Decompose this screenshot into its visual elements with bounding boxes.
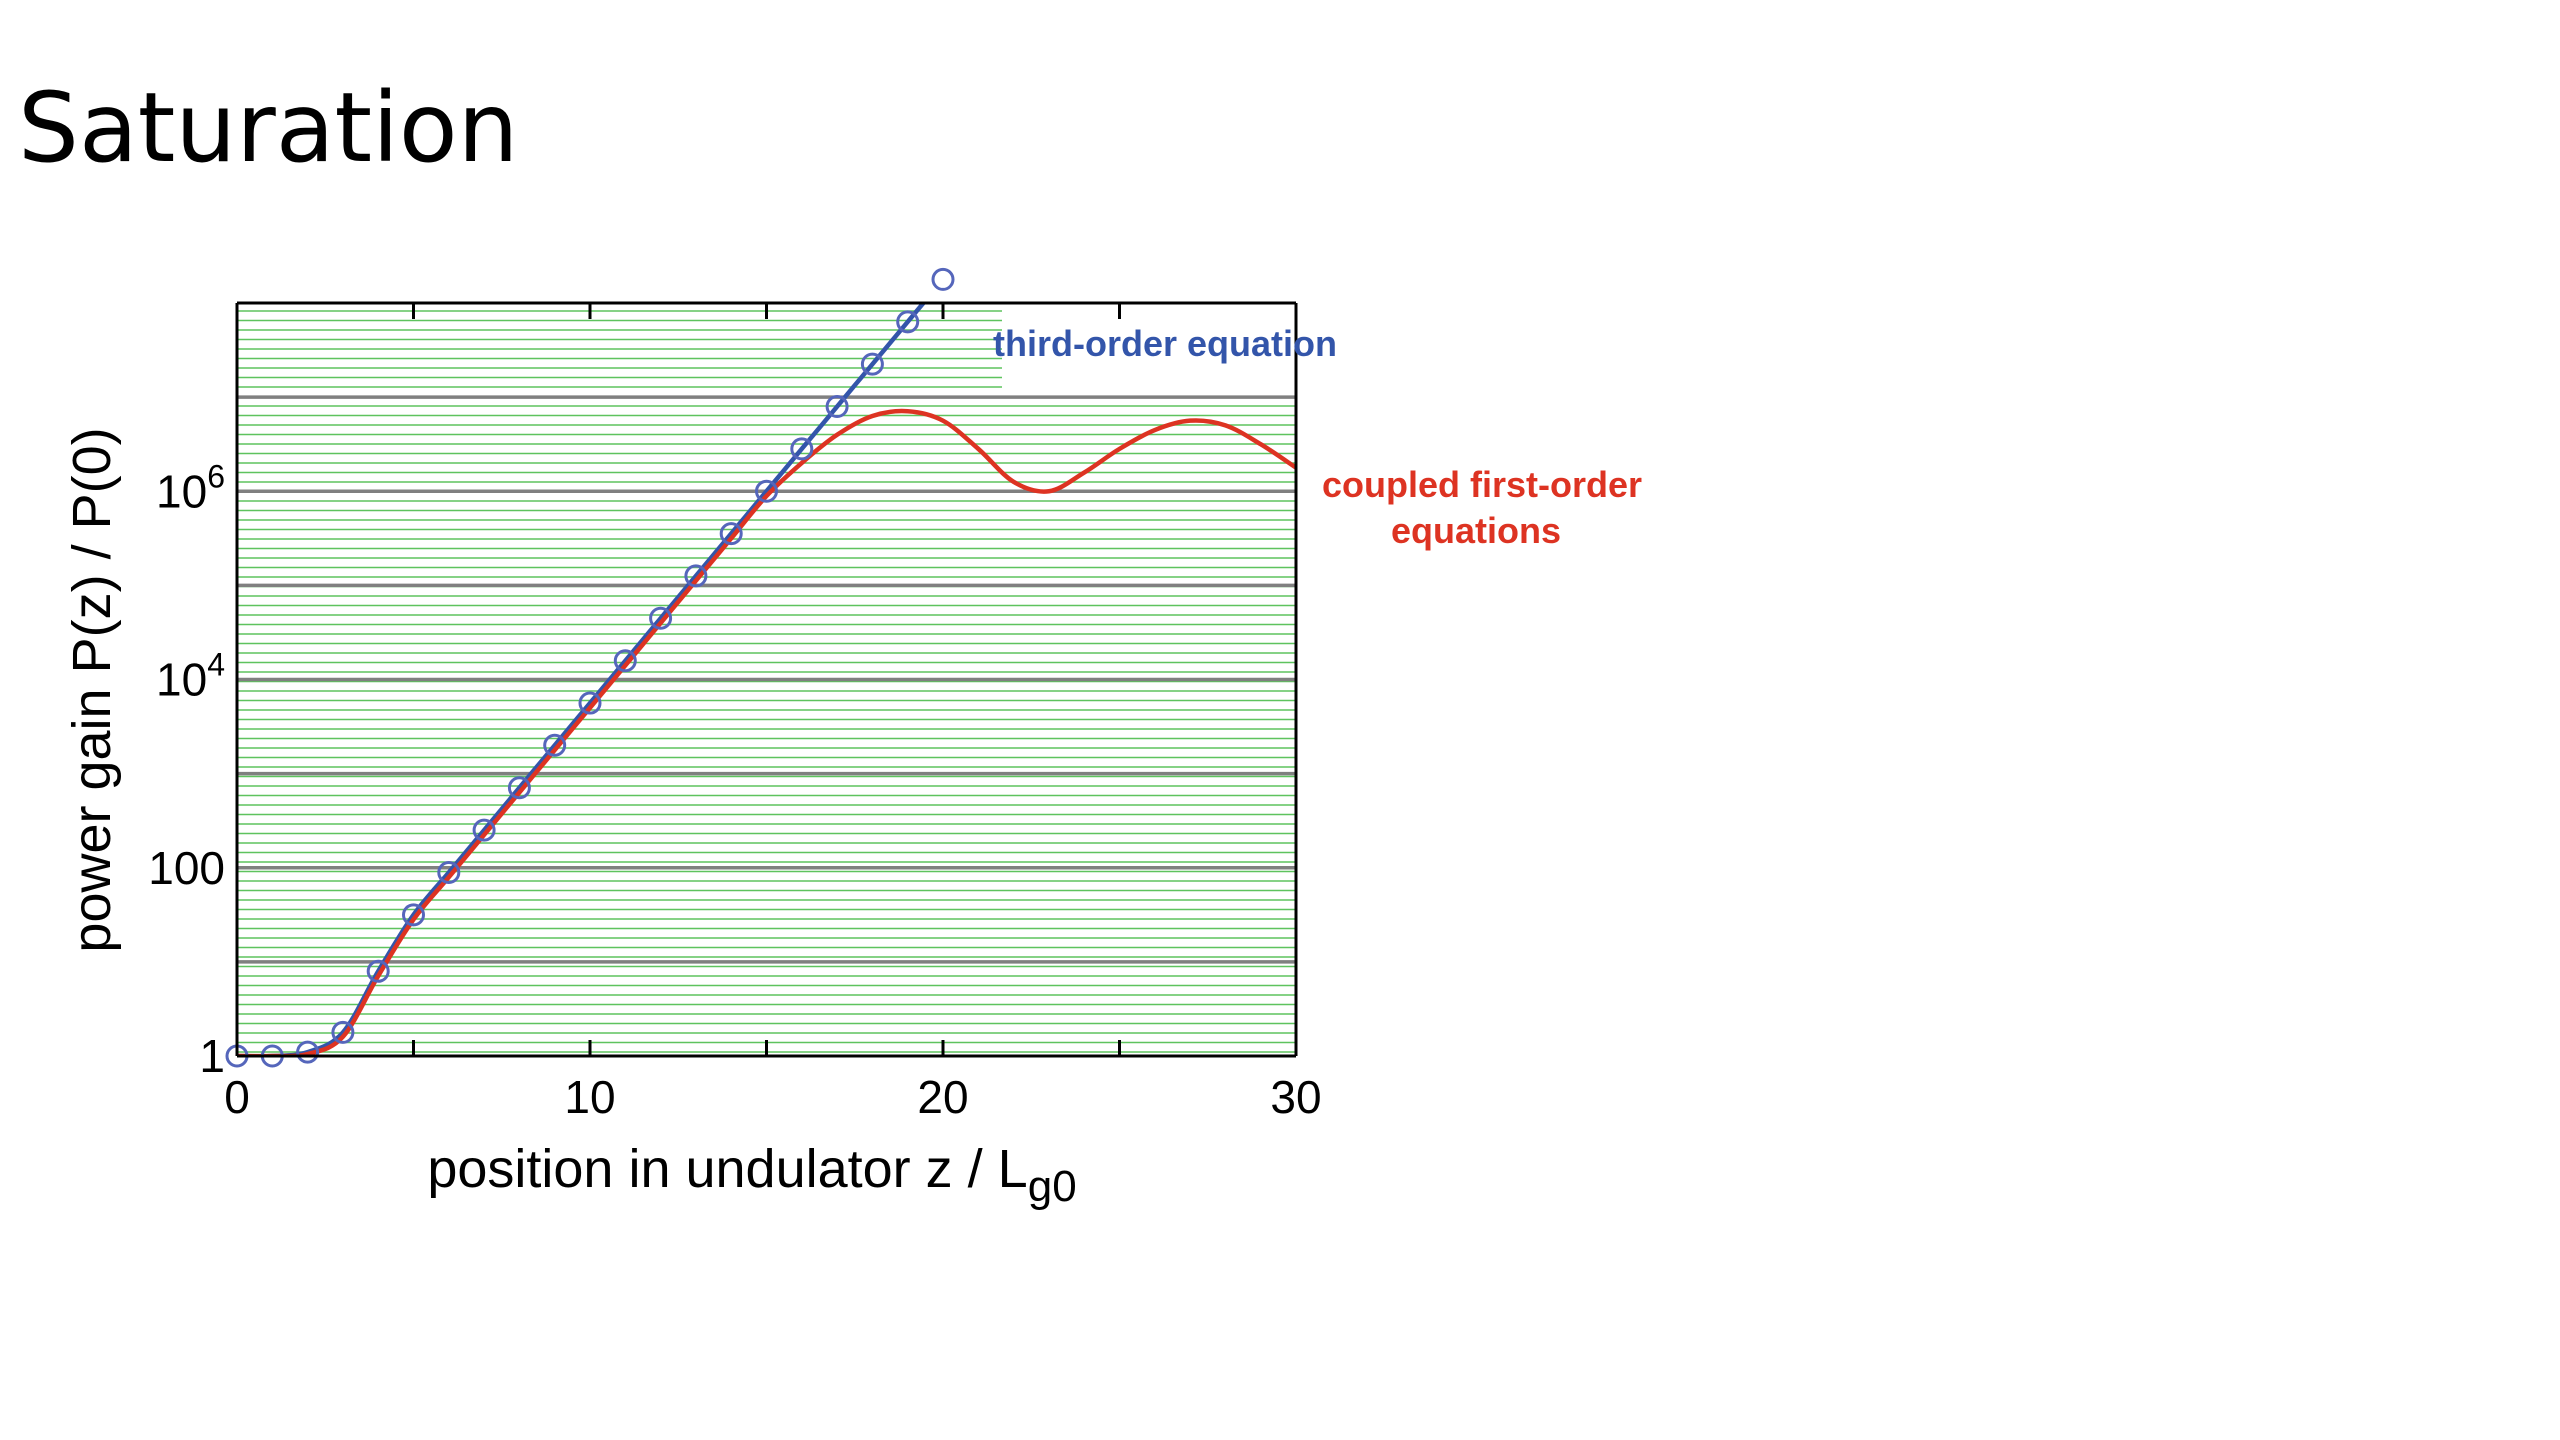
data-point-marker [543, 733, 567, 757]
grid-lines [237, 310, 1296, 1053]
data-point-marker [755, 479, 778, 503]
annotation-background [1002, 310, 1302, 395]
coupled-first-order-line [237, 408, 1296, 1056]
data-point-marker [507, 776, 531, 800]
annotation-backgrounds [1002, 310, 1302, 395]
y-tick-label: 106 [156, 458, 225, 517]
series-markers [225, 267, 955, 1068]
data-point-marker [437, 860, 461, 884]
data-point-marker [684, 564, 708, 588]
annotation-coupled-first-order: coupled first-order [1322, 464, 1642, 505]
data-point-marker [472, 818, 496, 842]
data-point-marker [860, 352, 884, 376]
data-point-marker [649, 606, 673, 630]
x-tick-label: 0 [224, 1071, 250, 1123]
data-point-marker [613, 649, 637, 673]
x-axis-label: position in undulator z / Lg0 [427, 1139, 1076, 1211]
y-tick-label: 1 [199, 1030, 225, 1082]
x-tick-label: 20 [917, 1071, 968, 1123]
data-point-marker [366, 959, 390, 983]
data-point-marker [790, 437, 814, 461]
slide-title: Saturation [18, 72, 519, 184]
data-point-marker [719, 522, 743, 546]
data-point-marker [896, 310, 920, 334]
y-tick-label: 100 [148, 842, 225, 894]
axis-labels: position in undulator z / Lg0 power gain … [62, 427, 1077, 1211]
x-tick-label: 30 [1270, 1071, 1321, 1123]
data-point-marker [825, 395, 849, 419]
y-axis-label: power gain P(z) / P(0) [62, 427, 122, 952]
data-point-marker [296, 1040, 320, 1064]
annotation-equations: equations [1391, 510, 1561, 551]
annotation-third-order: third-order equation [993, 323, 1337, 364]
x-tick-label: 10 [564, 1071, 615, 1123]
data-point-marker [402, 903, 425, 927]
data-point-marker [931, 267, 955, 291]
y-tick-label: 104 [156, 647, 225, 706]
third-order-line [237, 303, 927, 1056]
data-point-marker [578, 691, 602, 715]
data-point-marker [331, 1020, 355, 1044]
axis-ticks: 0 10 20 30 1 100 104 106 [148, 303, 1322, 1123]
annotations: third-order equation coupled first-order e… [993, 323, 1642, 551]
